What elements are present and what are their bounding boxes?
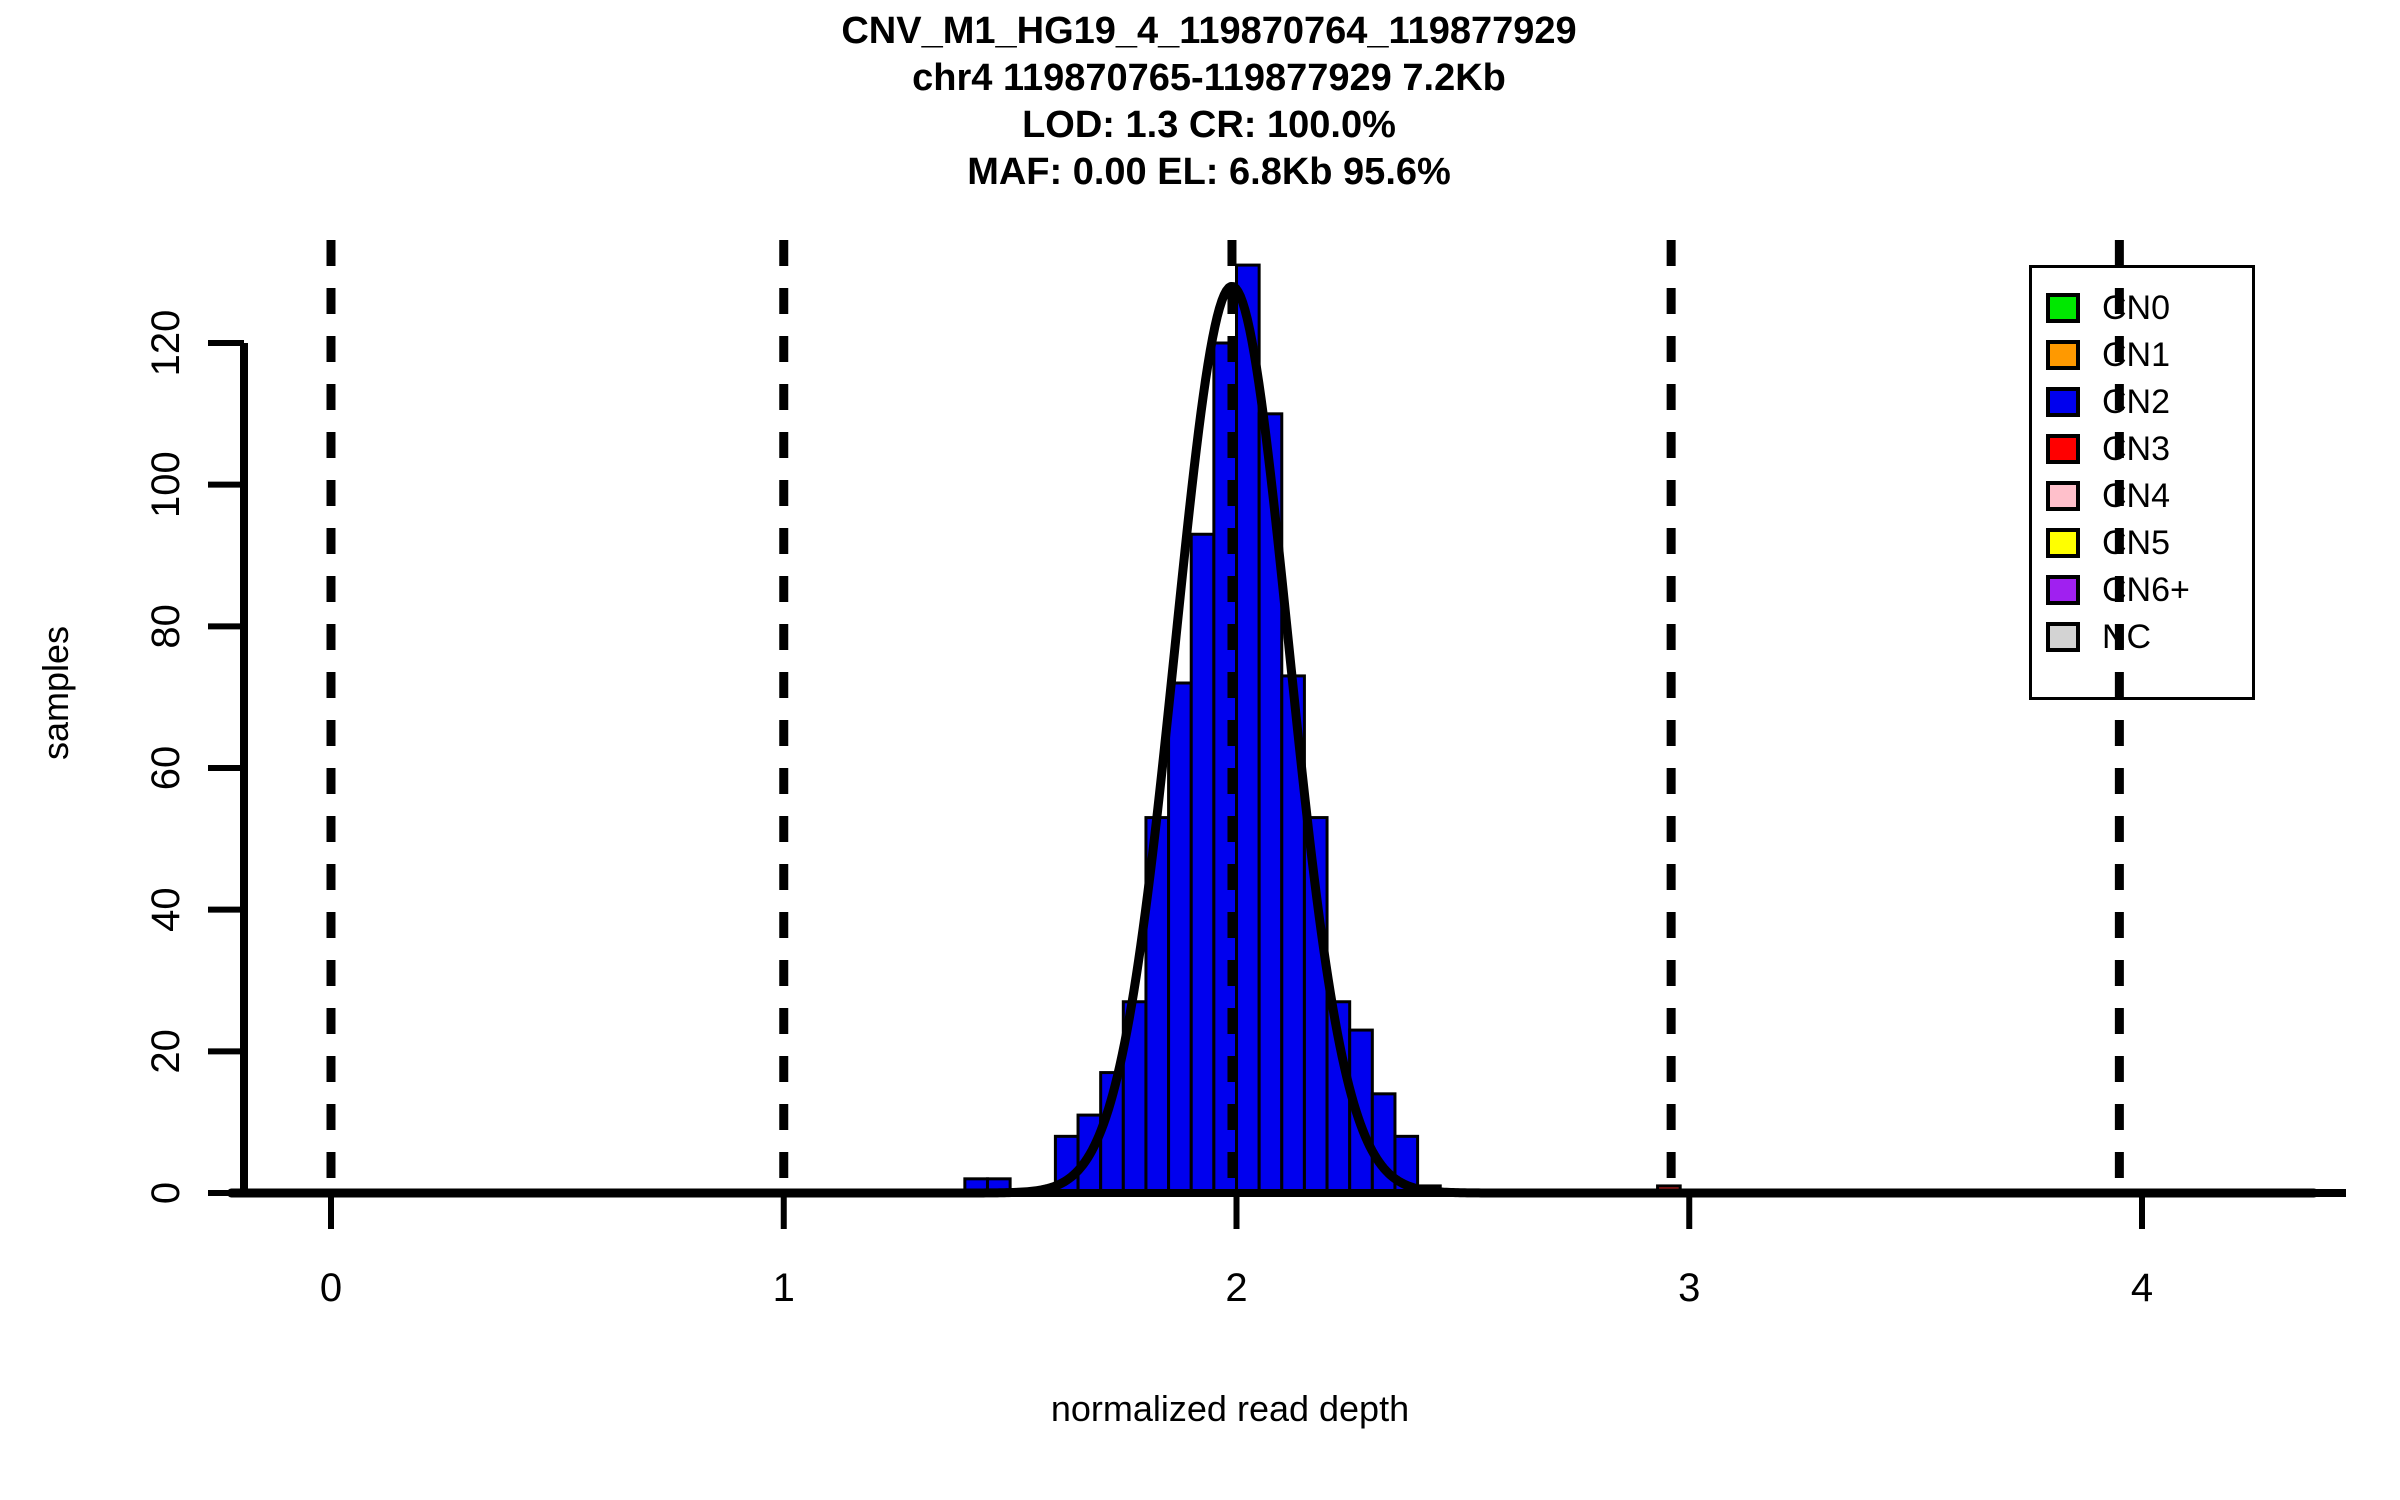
y-tick-label: 20 (144, 1029, 188, 1074)
legend-label: NC (2102, 618, 2152, 656)
y-tick-label: 60 (144, 746, 188, 791)
x-tick-label: 4 (2131, 1266, 2153, 1310)
legend-item-cn0[interactable]: CN0 (2046, 286, 2170, 330)
legend-swatch-icon (2046, 387, 2080, 417)
legend-item-cn6plus[interactable]: CN6+ (2046, 568, 2190, 612)
legend-label: CN2 (2102, 383, 2171, 421)
y-tick-label: 80 (144, 604, 188, 649)
legend-swatch-icon (2046, 481, 2080, 511)
legend-item-cn3[interactable]: CN3 (2046, 427, 2170, 471)
legend-items: CN0 CN1 CN2 CN3 CN4 CN5 CN6+ NC (2032, 268, 2252, 697)
histogram-bar (1235, 263, 1261, 1195)
legend-label: CN3 (2102, 430, 2171, 468)
axes (208, 340, 2346, 1229)
legend-swatch-icon (2046, 575, 2080, 605)
legend-label: CN0 (2102, 289, 2171, 327)
legend-swatch-icon (2046, 434, 2080, 464)
y-tick-label: 0 (144, 1182, 188, 1204)
legend-item-cn4[interactable]: CN4 (2046, 474, 2170, 518)
y-axis-title: samples (35, 625, 76, 761)
legend-swatch-icon (2046, 340, 2080, 370)
x-axis-title: normalized read depth (1050, 1388, 1410, 1429)
legend-box: CN0 CN1 CN2 CN3 CN4 CN5 CN6+ NC (2029, 265, 2255, 700)
reference-lines (326, 240, 2124, 1196)
legend-swatch-icon (2046, 528, 2080, 558)
y-tick-label: 100 (144, 451, 188, 518)
legend-item-cn5[interactable]: CN5 (2046, 521, 2170, 565)
legend-label: CN6+ (2102, 571, 2190, 609)
legend-item-nc[interactable]: NC (2046, 615, 2151, 659)
x-tick-label: 0 (320, 1266, 342, 1310)
histogram-bar (1189, 532, 1216, 1195)
legend-item-cn1[interactable]: CN1 (2046, 333, 2170, 377)
x-tick-label: 1 (773, 1266, 795, 1310)
histogram-bars (963, 263, 1682, 1195)
x-tick-label: 3 (1678, 1266, 1700, 1310)
y-tick-label: 40 (144, 887, 188, 932)
histogram-bar (1167, 681, 1193, 1195)
legend-label: CN1 (2102, 336, 2171, 374)
x-tick-label: 2 (1225, 1266, 1247, 1310)
legend-label: CN4 (2102, 477, 2171, 515)
legend-label: CN5 (2102, 524, 2171, 562)
legend-item-cn2[interactable]: CN2 (2046, 380, 2170, 424)
legend-swatch-icon (2046, 293, 2080, 323)
y-tick-label: 120 (144, 310, 188, 377)
legend-swatch-icon (2046, 622, 2080, 652)
